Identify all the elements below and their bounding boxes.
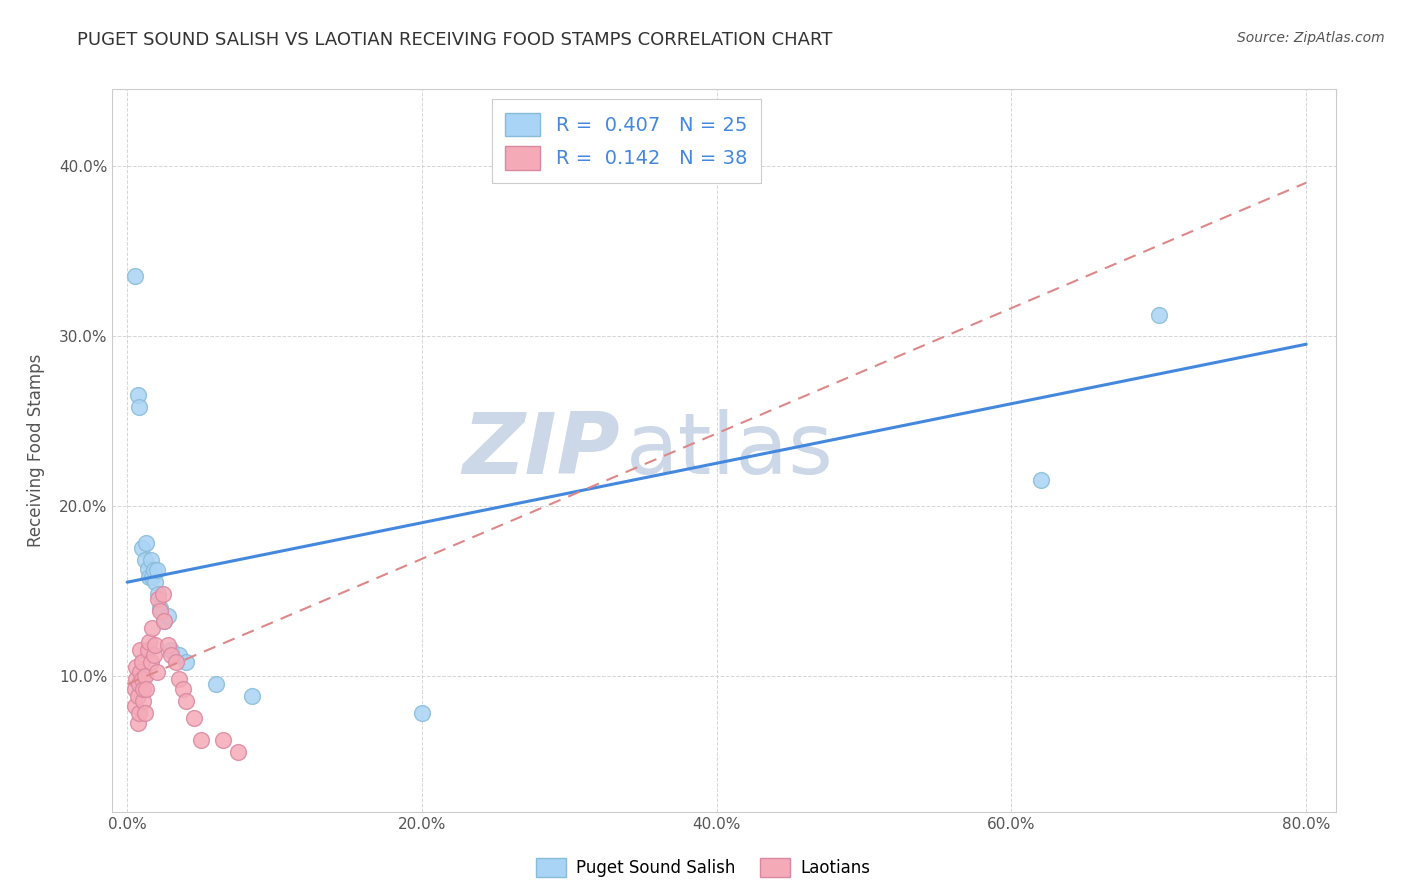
Text: Source: ZipAtlas.com: Source: ZipAtlas.com (1237, 31, 1385, 45)
Text: PUGET SOUND SALISH VS LAOTIAN RECEIVING FOOD STAMPS CORRELATION CHART: PUGET SOUND SALISH VS LAOTIAN RECEIVING … (77, 31, 832, 49)
Point (143, 575, 166, 590)
Point (167, 648, 190, 663)
Point (139, 553, 162, 567)
Point (128, 400, 150, 414)
Point (124, 682, 146, 697)
Point (129, 665, 152, 680)
Point (152, 587, 174, 601)
Point (153, 615, 176, 629)
Point (145, 665, 167, 680)
Point (143, 638, 166, 652)
Point (129, 643, 152, 657)
Point (142, 563, 165, 577)
Point (134, 706, 156, 720)
Point (136, 561, 159, 575)
Point (141, 570, 163, 584)
Point (212, 733, 235, 747)
Point (174, 655, 197, 669)
Point (174, 694, 197, 708)
Point (127, 689, 149, 703)
Point (160, 643, 183, 657)
Point (204, 677, 226, 691)
Point (139, 655, 162, 669)
Point (172, 682, 194, 697)
Legend: Puget Sound Salish, Laotians: Puget Sound Salish, Laotians (529, 851, 877, 884)
Text: atlas: atlas (626, 409, 834, 492)
Point (138, 570, 160, 584)
Point (165, 655, 187, 669)
Point (190, 733, 212, 747)
Point (141, 621, 163, 635)
Point (131, 655, 153, 669)
Point (136, 643, 159, 657)
Point (132, 694, 155, 708)
Point (160, 648, 183, 663)
Point (226, 745, 249, 759)
Point (132, 682, 155, 697)
Point (125, 672, 148, 686)
Point (125, 660, 148, 674)
Y-axis label: Receiving Food Stamps: Receiving Food Stamps (27, 354, 45, 547)
Point (183, 711, 205, 725)
Point (142, 648, 165, 663)
Point (167, 672, 190, 686)
Point (1147, 308, 1170, 322)
Point (138, 634, 160, 648)
Point (134, 553, 156, 567)
Point (128, 706, 150, 720)
Point (149, 604, 172, 618)
Point (131, 541, 153, 556)
Point (149, 600, 172, 615)
Point (157, 638, 180, 652)
Point (145, 563, 167, 577)
Point (146, 592, 169, 607)
Point (135, 536, 157, 550)
Point (411, 706, 433, 720)
Point (128, 677, 150, 691)
Point (242, 689, 264, 703)
Point (146, 587, 169, 601)
Point (134, 669, 156, 683)
Point (153, 615, 176, 629)
Text: ZIP: ZIP (463, 409, 620, 492)
Point (127, 716, 149, 731)
Point (124, 269, 146, 284)
Point (135, 682, 157, 697)
Point (1029, 473, 1052, 487)
Point (124, 699, 146, 714)
Point (131, 672, 153, 686)
Point (157, 609, 180, 624)
Legend: R =  0.407   N = 25, R =  0.142   N = 38: R = 0.407 N = 25, R = 0.142 N = 38 (492, 99, 761, 184)
Point (127, 388, 149, 402)
